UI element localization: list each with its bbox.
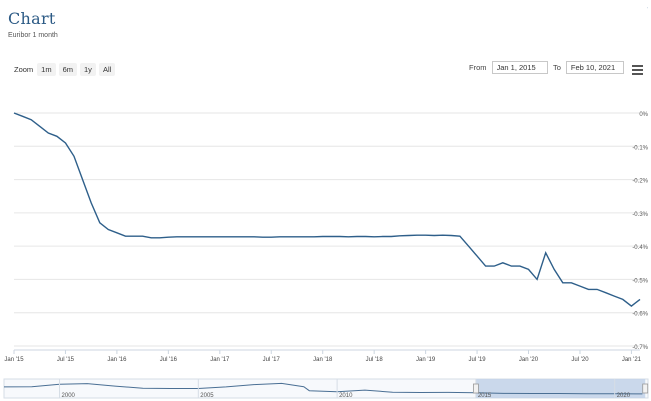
x-tick-label: Jan '20 (519, 357, 539, 363)
x-tick-label: Jul '20 (571, 357, 589, 363)
y-tick-label: 0% (639, 112, 648, 118)
from-date-input[interactable] (491, 61, 548, 74)
corner-mark: ˙ (647, 8, 649, 14)
x-tick-label: Jul '18 (366, 357, 384, 363)
x-tick-label: Jan '21 (622, 357, 642, 363)
navigator-series-line (3, 382, 643, 395)
navigator-handle[interactable] (642, 383, 649, 394)
zoom-all-button[interactable]: All (98, 63, 116, 76)
y-tick-label: -0.2% (632, 179, 648, 185)
chart-subtitle: Euribor 1 month (8, 32, 58, 39)
range-to: To (553, 61, 624, 74)
navigator-year-label: 2020 (617, 393, 631, 399)
zoom-1y-button[interactable]: 1y (80, 63, 96, 76)
navigator-year-label: 2015 (478, 393, 492, 399)
hamburger-menu-icon[interactable] (632, 65, 643, 77)
zoom-controls: Zoom 1m 6m 1y All (14, 63, 118, 76)
y-tick-label: -0.3% (632, 212, 648, 218)
x-tick-label: Jul '19 (468, 357, 486, 363)
y-tick-label: -0.4% (632, 245, 648, 251)
zoom-1m-button[interactable]: 1m (37, 63, 56, 76)
x-tick-label: Jan '18 (313, 357, 333, 363)
x-tick-label: Jan '17 (210, 357, 230, 363)
x-tick-label: Jul '15 (57, 357, 75, 363)
y-tick-label: -0.5% (632, 278, 648, 284)
navigator-year-label: 2010 (339, 393, 353, 399)
x-tick-label: Jan '16 (107, 357, 127, 363)
range-from: From (469, 61, 548, 74)
x-tick-label: Jul '16 (160, 357, 178, 363)
navigator-year-label: 2005 (200, 393, 214, 399)
navigator[interactable]: 2000 2005 2010 2015 2020 (3, 378, 649, 399)
x-tick-label: Jan '15 (4, 357, 24, 363)
zoom-6m-button[interactable]: 6m (58, 63, 78, 76)
zoom-label: Zoom (14, 65, 34, 74)
grid-lines (14, 112, 640, 351)
y-tick-label: -0.6% (632, 312, 648, 318)
series-line (13, 112, 641, 307)
from-label: From (469, 63, 487, 72)
to-date-input[interactable] (565, 61, 624, 74)
y-axis-tick-labels: 0% -0.1% -0.2% -0.3% -0.4% -0.5% -0.6% -0.7% (632, 112, 648, 351)
navigator-year-label: 2000 (62, 393, 76, 399)
y-tick-label: -0.7% (632, 345, 648, 351)
to-label: To (553, 63, 561, 72)
chart-title: Chart (8, 9, 56, 28)
x-axis-tick-labels: Jan '15 Jul '15 Jan '16 Jul '16 Jan '17 Jul '… (4, 350, 642, 363)
x-tick-label: Jan '19 (416, 357, 436, 363)
navigator-handle[interactable] (472, 383, 479, 394)
y-tick-label: -0.1% (632, 145, 648, 151)
x-tick-label: Jul '17 (263, 357, 281, 363)
